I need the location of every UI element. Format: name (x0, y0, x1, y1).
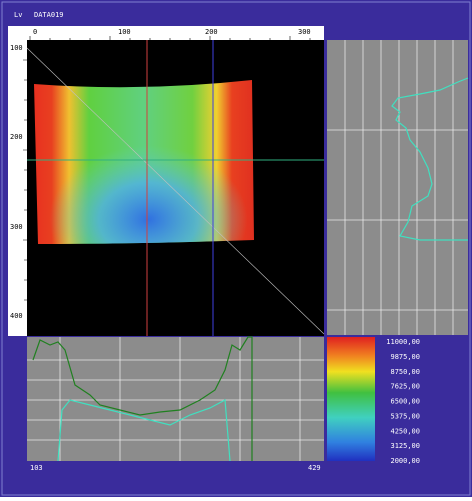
title: DATA019 (34, 11, 64, 19)
profile-start: 103 (30, 464, 43, 472)
right-profile (327, 40, 468, 335)
ruler-label: 300 (10, 223, 23, 231)
color-label: 3125,00 (390, 442, 420, 450)
color-bar (327, 337, 375, 461)
viewer: Lv DATA019 0 100 200 300 100 200 300 400… (0, 0, 472, 497)
color-label: 8750,00 (390, 368, 420, 376)
color-label: 4250,00 (390, 427, 420, 435)
color-label: 11000,00 (386, 338, 420, 346)
color-label: 5375,00 (390, 412, 420, 420)
color-label: 6500,00 (390, 398, 420, 406)
color-labels: 11000,00 9875,00 8750,00 7625,00 6500,00 5375… (386, 338, 420, 465)
ruler-label: 100 (118, 28, 131, 36)
heatmap-low (34, 80, 254, 244)
color-label: 2000,00 (390, 457, 420, 465)
ruler-label: 200 (205, 28, 218, 36)
profile-end: 429 (308, 464, 321, 472)
ruler-label: 300 (298, 28, 311, 36)
ruler-label: 100 (10, 44, 23, 52)
ruler-label: 0 (33, 28, 37, 36)
ruler-label: 200 (10, 133, 23, 141)
left-ruler (8, 40, 27, 336)
top-ruler (8, 26, 324, 40)
color-label: 7625,00 (390, 383, 420, 391)
bottom-profile (27, 337, 324, 461)
color-label: 9875,00 (390, 353, 420, 361)
title-left: Lv (14, 11, 22, 19)
ruler-label: 400 (10, 312, 23, 320)
